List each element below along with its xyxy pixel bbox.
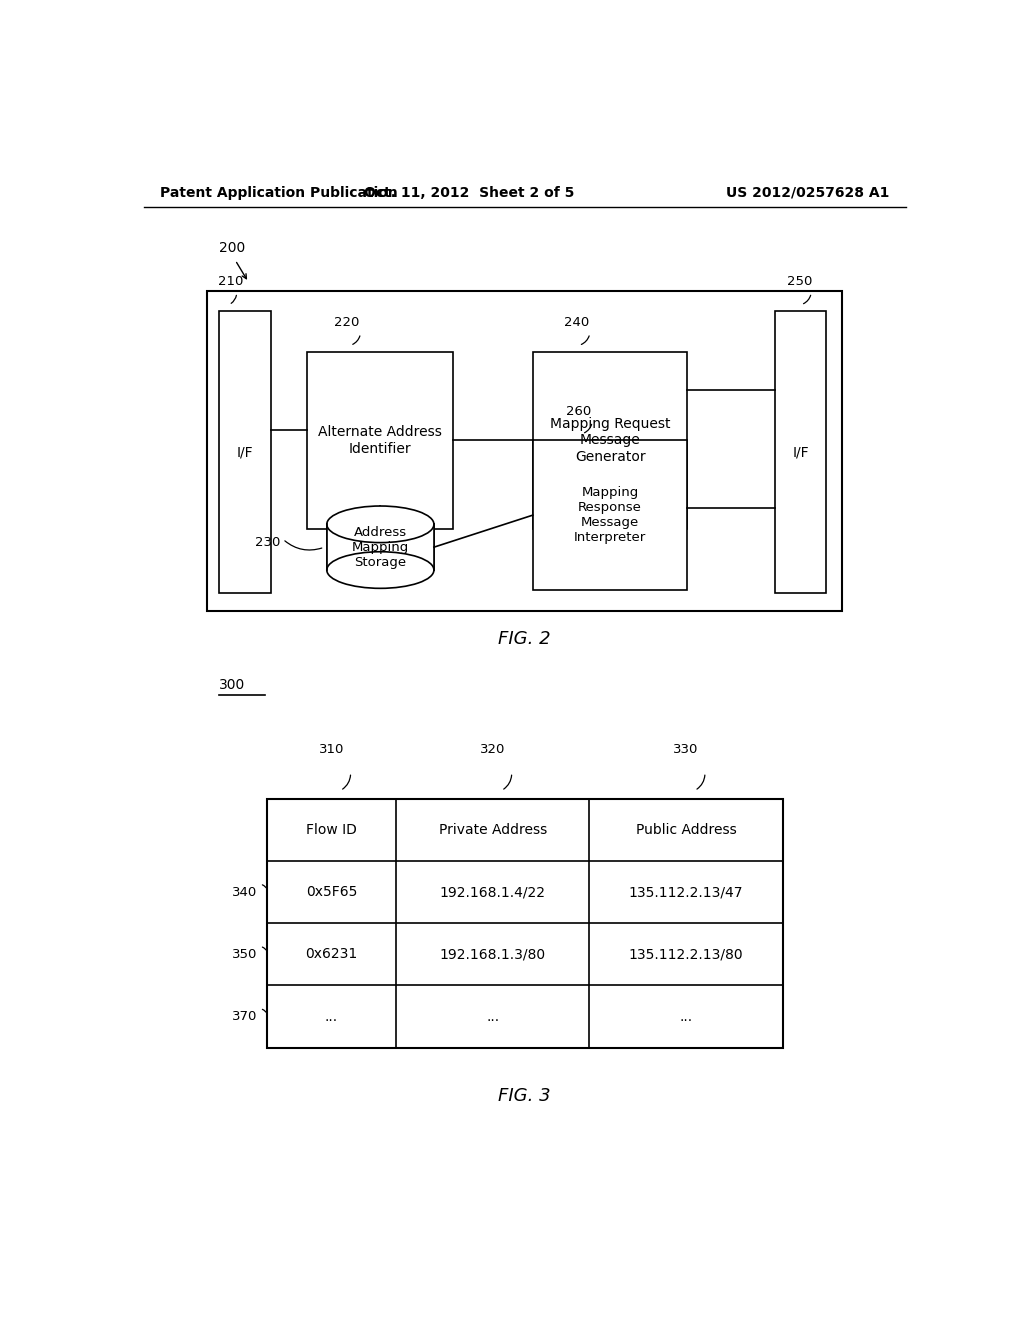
Text: Patent Application Publication: Patent Application Publication	[160, 186, 397, 199]
Text: 192.168.1.3/80: 192.168.1.3/80	[439, 948, 546, 961]
Text: 260: 260	[566, 405, 591, 417]
Text: Alternate Address
Identifier: Alternate Address Identifier	[318, 425, 442, 455]
Text: 0x5F65: 0x5F65	[306, 886, 357, 899]
FancyBboxPatch shape	[267, 799, 782, 1048]
FancyBboxPatch shape	[306, 351, 454, 529]
Text: 240: 240	[564, 317, 590, 329]
Text: 370: 370	[232, 1010, 257, 1023]
FancyBboxPatch shape	[775, 312, 826, 594]
Text: ...: ...	[486, 1010, 500, 1023]
Text: Flow ID: Flow ID	[306, 822, 357, 837]
Text: US 2012/0257628 A1: US 2012/0257628 A1	[726, 186, 890, 199]
Text: 192.168.1.4/22: 192.168.1.4/22	[439, 886, 546, 899]
Text: Mapping Request
Message
Generator: Mapping Request Message Generator	[550, 417, 671, 463]
FancyBboxPatch shape	[532, 440, 687, 590]
Text: 340: 340	[232, 886, 257, 899]
Text: 0x6231: 0x6231	[305, 948, 357, 961]
Ellipse shape	[327, 506, 434, 543]
Text: 310: 310	[318, 743, 344, 756]
FancyBboxPatch shape	[532, 351, 687, 529]
Text: 210: 210	[218, 276, 243, 289]
Text: 135.112.2.13/80: 135.112.2.13/80	[629, 948, 743, 961]
Text: Mapping
Response
Message
Interpreter: Mapping Response Message Interpreter	[574, 486, 646, 544]
Text: 135.112.2.13/47: 135.112.2.13/47	[629, 886, 743, 899]
Text: 220: 220	[334, 317, 359, 329]
Text: FIG. 2: FIG. 2	[499, 630, 551, 648]
FancyBboxPatch shape	[219, 312, 270, 594]
Text: 250: 250	[786, 276, 812, 289]
Text: Address
Mapping
Storage: Address Mapping Storage	[351, 525, 409, 569]
Text: FIG. 3: FIG. 3	[499, 1086, 551, 1105]
Text: ...: ...	[325, 1010, 338, 1023]
Text: ...: ...	[679, 1010, 692, 1023]
Text: 200: 200	[219, 242, 246, 255]
Text: Oct. 11, 2012  Sheet 2 of 5: Oct. 11, 2012 Sheet 2 of 5	[365, 186, 574, 199]
Ellipse shape	[327, 552, 434, 589]
Bar	[327, 524, 434, 570]
Text: I/F: I/F	[793, 445, 809, 459]
FancyBboxPatch shape	[207, 290, 842, 611]
Text: I/F: I/F	[237, 445, 253, 459]
Text: 330: 330	[673, 743, 698, 756]
Text: Private Address: Private Address	[438, 822, 547, 837]
Text: 300: 300	[219, 678, 246, 692]
Text: 230: 230	[255, 536, 281, 549]
Text: 350: 350	[232, 948, 257, 961]
Text: 320: 320	[480, 743, 506, 756]
Text: Public Address: Public Address	[636, 822, 736, 837]
